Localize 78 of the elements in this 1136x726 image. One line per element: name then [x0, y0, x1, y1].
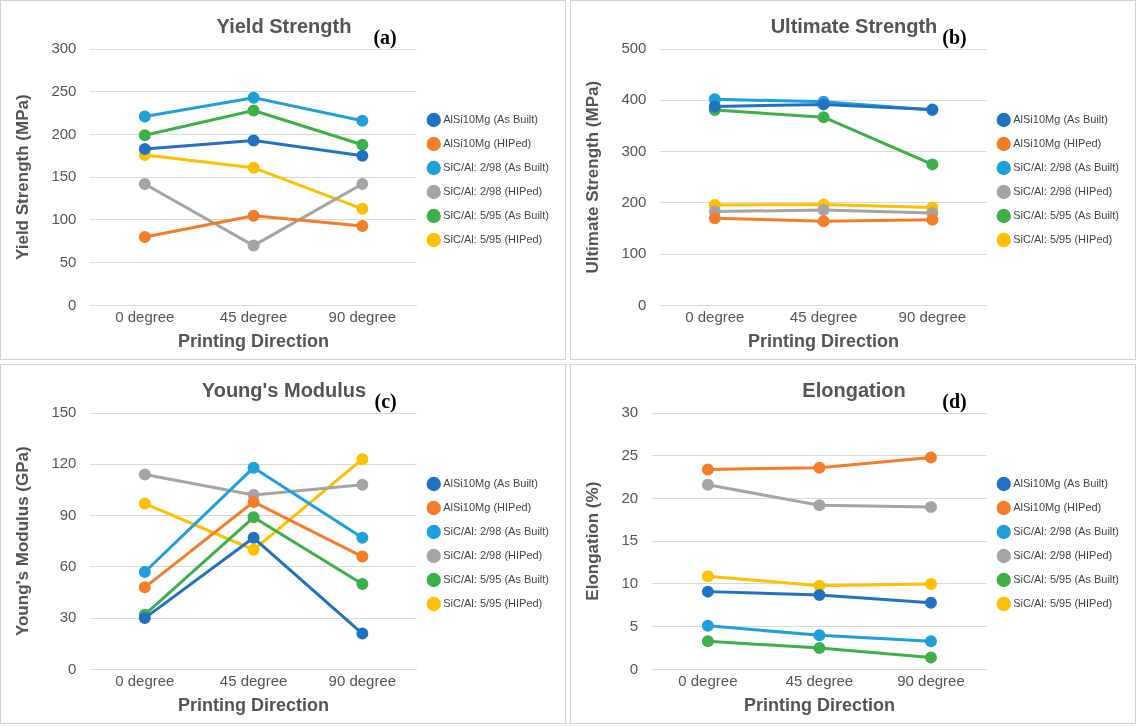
legend-label: SiC/Al: 5/95 (HIPed)	[443, 597, 543, 610]
y-tick-label: 25	[621, 445, 639, 463]
text: (a)	[373, 26, 397, 50]
legend-label: AlSi10Mg (As Built)	[1013, 477, 1109, 490]
x-tick-label: 0 degree	[115, 671, 175, 689]
y-tick-label: 120	[51, 454, 77, 472]
y-tick-label: 0	[68, 295, 77, 313]
x-tick-label: 45 degree	[789, 307, 858, 325]
y-tick-label: 50	[59, 252, 77, 270]
y-tick-label: 400	[621, 90, 647, 108]
y-tick-label: 100	[51, 210, 77, 228]
legend-label: SiC/Al: 5/95 (As Built)	[443, 209, 550, 222]
x-tick-label: 0 degree	[115, 307, 175, 325]
y-axis-title: Young's Modulus (GPa)	[12, 446, 32, 637]
y-axis-title: Yield Strength (MPa)	[12, 94, 32, 260]
legend-label: SiC/Al: 5/95 (As Built)	[443, 573, 550, 586]
y-tick-label: 300	[51, 39, 77, 57]
x-tick-label: 90 degree	[328, 307, 397, 325]
y-tick-label: 100	[621, 244, 647, 262]
text: (b)	[942, 26, 967, 50]
legend-label: SiC/Al: 2/98 (HIPed)	[443, 549, 543, 562]
y-tick-label: 200	[621, 192, 647, 210]
x-tick-label: 45 degree	[219, 671, 288, 689]
y-tick-label: 20	[621, 488, 639, 506]
y-tick-label: 15	[621, 531, 639, 549]
x-tick-label: 45 degree	[219, 307, 288, 325]
chart-title: Yield Strength	[216, 14, 352, 37]
legend-label: SiC/Al: 2/98 (As Built)	[1013, 525, 1120, 538]
x-axis-title: Printing Direction	[178, 695, 330, 716]
x-tick-label: 90 degree	[898, 307, 967, 325]
legend-label: AlSi10Mg (HIPed)	[1013, 137, 1102, 150]
x-tick-label: 90 degree	[897, 671, 965, 689]
legend-label: SiC/Al: 2/98 (As Built)	[1013, 161, 1120, 174]
chart-title: Young's Modulus	[201, 378, 367, 401]
text: (c)	[374, 390, 397, 414]
legend-label: SiC/Al: 5/95 (HIPed)	[443, 233, 543, 246]
y-tick-label: 5	[629, 616, 639, 634]
y-tick-label: 150	[51, 167, 77, 185]
y-axis-title: Ultimate Strength (MPa)	[582, 80, 602, 274]
legend-label: SiC/Al: 5/95 (As Built)	[1013, 573, 1120, 586]
legend-label: SiC/Al: 2/98 (HIPed)	[1013, 185, 1113, 198]
y-tick-label: 90	[59, 505, 77, 523]
x-axis-title: Printing Direction	[748, 331, 900, 352]
x-axis-title: Printing Direction	[178, 331, 330, 352]
chart-title: Ultimate Strength	[770, 14, 938, 37]
legend-label: SiC/Al: 5/95 (As Built)	[1013, 209, 1120, 222]
y-tick-label: 300	[621, 141, 647, 159]
x-tick-label: 45 degree	[785, 671, 854, 689]
legend-label: AlSi10Mg (As Built)	[443, 477, 539, 490]
y-tick-label: 250	[51, 81, 77, 99]
y-axis-title: Elongation (%)	[582, 481, 602, 601]
legend-label: SiC/Al: 2/98 (As Built)	[443, 525, 550, 538]
legend-label: SiC/Al: 2/98 (HIPed)	[1013, 549, 1113, 562]
x-tick-label: 0 degree	[685, 307, 745, 325]
legend-label: AlSi10Mg (HIPed)	[443, 501, 532, 514]
y-tick-label: 10	[621, 574, 639, 592]
legend-label: AlSi10Mg (As Built)	[1013, 113, 1109, 126]
text: (d)	[942, 390, 967, 414]
y-tick-label: 30	[621, 403, 639, 421]
chart-title: Elongation	[802, 378, 906, 401]
legend-label: SiC/Al: 5/95 (HIPed)	[1013, 597, 1113, 610]
legend-label: AlSi10Mg (As Built)	[443, 113, 539, 126]
y-tick-label: 0	[629, 659, 639, 677]
legend-label: SiC/Al: 2/98 (As Built)	[443, 161, 550, 174]
y-tick-label: 30	[59, 608, 77, 626]
x-axis-title: Printing Direction	[743, 695, 895, 716]
x-tick-label: 90 degree	[328, 671, 397, 689]
y-tick-label: 60	[59, 556, 77, 574]
y-tick-label: 0	[68, 659, 77, 677]
legend-label: AlSi10Mg (HIPed)	[443, 137, 532, 150]
legend-label: AlSi10Mg (HIPed)	[1013, 501, 1102, 514]
x-tick-label: 0 degree	[678, 671, 738, 689]
legend-label: SiC/Al: 2/98 (HIPed)	[443, 185, 543, 198]
y-tick-label: 150	[51, 403, 77, 421]
y-tick-label: 500	[621, 39, 647, 57]
legend-label: SiC/Al: 5/95 (HIPed)	[1013, 233, 1113, 246]
y-tick-label: 200	[51, 124, 77, 142]
y-tick-label: 0	[638, 295, 647, 313]
